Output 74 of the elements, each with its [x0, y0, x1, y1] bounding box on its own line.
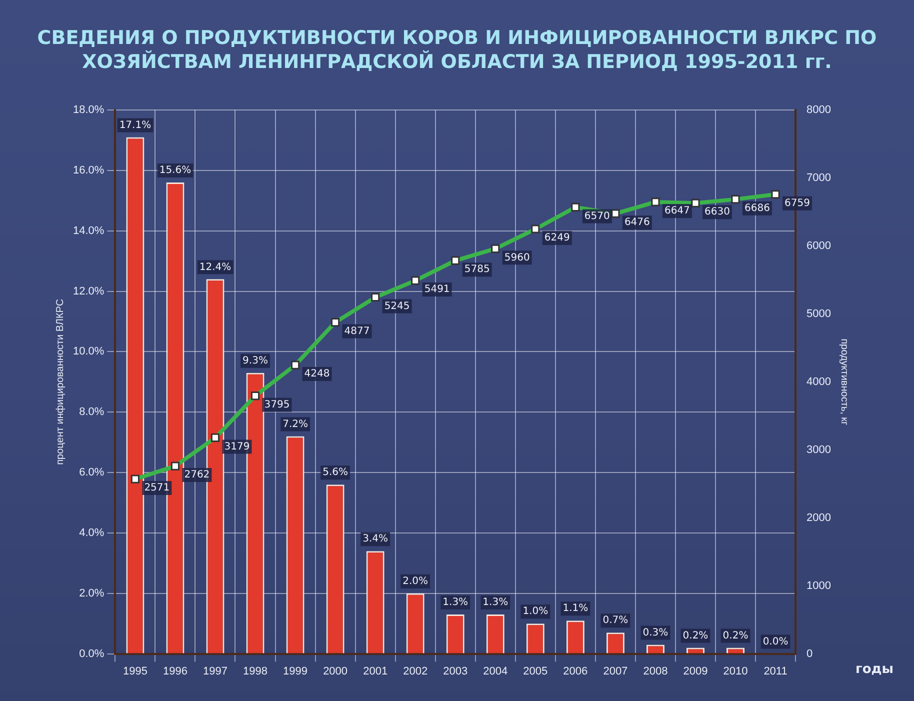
y2-tick-label: 1000 — [806, 580, 832, 592]
data-label: 7.2% — [282, 418, 308, 430]
data-label: 6630 — [704, 206, 730, 218]
data-label: 9.3% — [242, 355, 268, 366]
y-tick-label: 14.0% — [72, 224, 104, 237]
x-tick-label: 2001 — [363, 665, 388, 678]
data-label: 2.0% — [402, 576, 428, 587]
y2-tick-label: 7000 — [806, 172, 832, 184]
x-tick-label: 1995 — [122, 665, 148, 678]
data-label: 4248 — [304, 368, 330, 380]
x-tick-label: 2006 — [563, 665, 588, 678]
x-tick-label: 2004 — [483, 665, 508, 678]
data-label: 3.4% — [362, 534, 388, 545]
data-label: 0.7% — [602, 615, 628, 626]
data-label: 2571 — [144, 482, 170, 494]
x-tick-label: 2007 — [603, 665, 628, 678]
x-tick-label: 2000 — [323, 665, 348, 678]
data-label: 3795 — [264, 399, 290, 410]
data-label: 17.1% — [119, 120, 152, 131]
data-label: 1.3% — [482, 597, 508, 608]
chart-title: СВЕДЕНИЯ О ПРОДУКТИВНОСТИ КОРОВ И ИНФИЦИРОВАННОСТИ ВЛКРС ПО ХОЗЯЙСТВАМ ЛЕНИНГРАДСКОЙ ОБЛАСТИ ЗА ПЕРИОД 1995-2011 гг. — [36, 26, 878, 75]
y-tick-label: 10.0% — [72, 346, 104, 358]
data-label: 0.2% — [682, 630, 708, 642]
data-label: 6647 — [664, 206, 690, 217]
y2-tick-label: 4000 — [806, 376, 832, 388]
data-label: 0.2% — [722, 630, 748, 642]
y-tick-label: 4.0% — [79, 526, 104, 539]
data-label: 0.0% — [762, 636, 788, 648]
y-tick-label: 6.0% — [79, 466, 104, 479]
x-tick-label: 1999 — [283, 665, 308, 678]
x-tick-label: 2010 — [723, 665, 748, 678]
y-tick-label: 0.0% — [79, 648, 104, 660]
x-axis-title: годы — [856, 662, 894, 678]
data-label: 6249 — [544, 232, 570, 244]
y2-tick-label: 6000 — [806, 240, 832, 252]
y2-tick-label: 8000 — [806, 104, 832, 116]
data-label: 15.6% — [159, 165, 192, 176]
x-tick-label: 1996 — [162, 665, 188, 678]
y2-tick-label: 2000 — [806, 512, 832, 524]
x-tick-label: 2008 — [643, 665, 668, 678]
x-tick-label: 2002 — [403, 665, 428, 678]
y-tick-label: 2.0% — [79, 587, 104, 600]
y-tick-label: 16.0% — [72, 164, 104, 176]
data-label: 5245 — [384, 300, 410, 312]
y2-tick-label: 5000 — [806, 308, 832, 320]
data-label: 5785 — [464, 264, 490, 276]
x-tick-label: 2011 — [764, 665, 788, 678]
x-tick-label: 2005 — [523, 665, 548, 678]
x-tick-label: 1998 — [243, 665, 268, 678]
data-label: 0.3% — [642, 627, 668, 638]
data-label: 5960 — [504, 252, 530, 264]
data-label: 6759 — [784, 198, 810, 209]
data-label: 2762 — [184, 470, 210, 481]
x-tick-label: 1997 — [203, 665, 228, 678]
y-axis-title: процент инфицированности ВЛКРС — [54, 298, 66, 465]
data-label: 1.3% — [442, 597, 468, 608]
data-label: 1.1% — [562, 603, 588, 614]
data-label: 1.0% — [522, 606, 548, 618]
y2-tick-label: 3000 — [806, 444, 832, 456]
data-label: 4877 — [344, 326, 370, 337]
data-label: 3179 — [224, 441, 250, 452]
data-label: 5491 — [424, 284, 450, 296]
y2-axis-title: продуктивность, кг — [838, 338, 850, 426]
data-label: 6686 — [744, 202, 770, 214]
y-tick-label: 12.0% — [72, 285, 104, 298]
x-tick-label: 2003 — [443, 665, 468, 678]
data-label: 6476 — [624, 217, 650, 228]
y-tick-label: 8.0% — [79, 406, 104, 418]
data-label: 6570 — [584, 210, 610, 222]
x-tick-label: 2009 — [683, 665, 708, 678]
data-label: 12.4% — [199, 262, 232, 273]
y-tick-label: 18.0% — [72, 104, 104, 116]
y2-tick-label: 0 — [806, 648, 813, 660]
data-label: 5.6% — [322, 467, 348, 478]
